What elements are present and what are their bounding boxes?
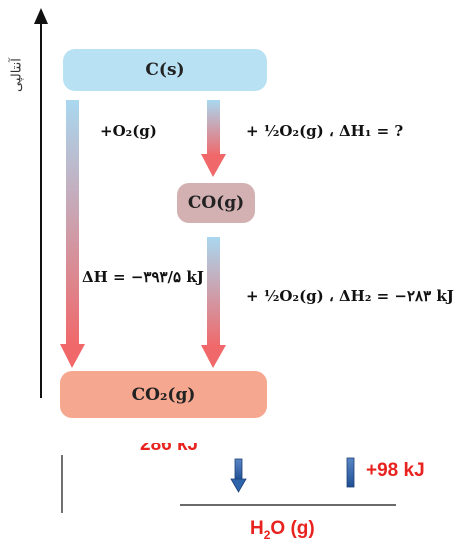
direct-enthalpy-label: ΔH = −۳۹۳/۵ kJ	[82, 268, 204, 286]
direct-reaction-arrow	[60, 100, 85, 368]
h2o-species-label: H2O (g)	[250, 518, 315, 542]
partial-energy-label: 286 kJ	[140, 434, 199, 455]
species-rest: O (g)	[270, 518, 315, 539]
enthalpy-axis-label: آنتالپی	[9, 58, 25, 92]
enthalpy-axis	[34, 8, 48, 398]
state-box-co: CO(g)	[177, 183, 255, 223]
arrow-bar-icon	[346, 457, 355, 488]
down-arrow-icon	[230, 458, 247, 493]
step1-arrow	[201, 100, 226, 177]
state-box-co2: CO₂(g)	[60, 371, 267, 418]
energy-change-label: +98 kJ	[366, 460, 425, 481]
species-subscript: 2	[263, 527, 271, 542]
step2-arrow	[201, 237, 226, 368]
species-symbol: H	[250, 518, 264, 539]
state-box-carbon: C(s)	[63, 49, 267, 91]
step1-equation: + ½O₂(g) ، ΔH₁ = ?	[246, 122, 404, 140]
step2-equation: + ½O₂(g) ، ΔH₂ = −۲۸۳ kJ	[246, 287, 454, 305]
direct-reactant-label: +O₂(g)	[100, 122, 157, 140]
